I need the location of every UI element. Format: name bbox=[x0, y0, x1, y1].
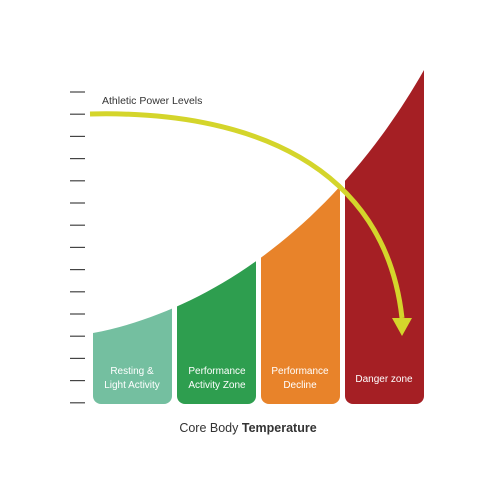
zone-decline bbox=[261, 70, 340, 404]
arrow-head bbox=[392, 318, 412, 336]
power-arrow bbox=[89, 111, 405, 319]
zone-label: Decline bbox=[283, 380, 317, 391]
zone-label: Danger zone bbox=[355, 374, 413, 385]
zone-label: Activity Zone bbox=[188, 380, 246, 391]
zone-label: Resting & bbox=[110, 366, 154, 377]
x-axis-label: Core Body Temperature bbox=[179, 421, 316, 435]
label-text: Core Body bbox=[179, 421, 239, 435]
zone-danger bbox=[345, 70, 424, 404]
curve-label: Athletic Power Levels bbox=[102, 95, 202, 107]
zone-label: Light Activity bbox=[104, 380, 160, 391]
tick-marks bbox=[70, 91, 85, 404]
zone-label: Performance bbox=[271, 366, 329, 377]
label-emphasis: Temperature bbox=[242, 421, 317, 435]
zone-label: Performance bbox=[188, 366, 246, 377]
